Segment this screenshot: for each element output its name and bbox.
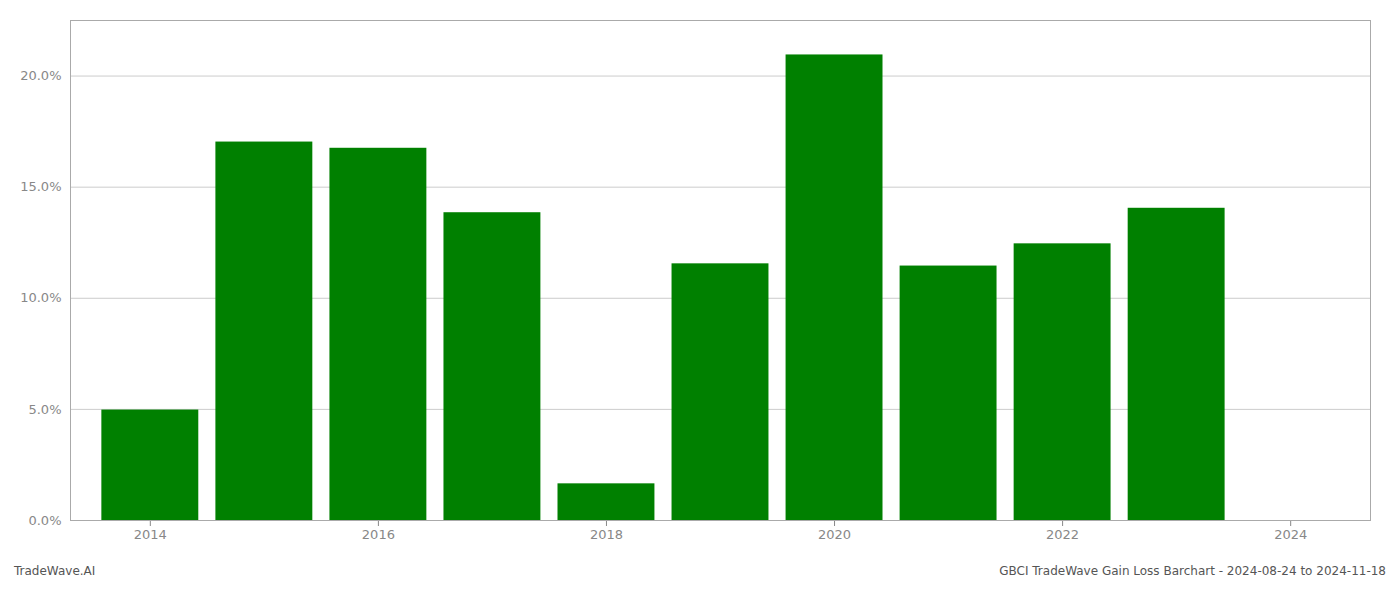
svg-text:5.0%: 5.0% xyxy=(28,402,61,417)
svg-text:20.0%: 20.0% xyxy=(20,68,61,83)
html-text:GBCI TradeWave Gain Loss Barch: GBCI TradeWave Gain Loss Barchart - 2024… xyxy=(999,564,1386,578)
svg-text:2018: 2018 xyxy=(590,527,623,542)
svg-text:15.0%: 15.0% xyxy=(20,179,61,194)
svg-text:2014: 2014 xyxy=(134,527,167,542)
svg-text:0.0%: 0.0% xyxy=(28,513,61,528)
svg-text:2024: 2024 xyxy=(1274,527,1307,542)
svg-text:10.0%: 10.0% xyxy=(20,290,61,305)
svg-text:2016: 2016 xyxy=(362,527,395,542)
svg-text:2020: 2020 xyxy=(818,527,851,542)
svg-text:2022: 2022 xyxy=(1046,527,1079,542)
html-text:TradeWave.AI: TradeWave.AI xyxy=(14,564,96,578)
